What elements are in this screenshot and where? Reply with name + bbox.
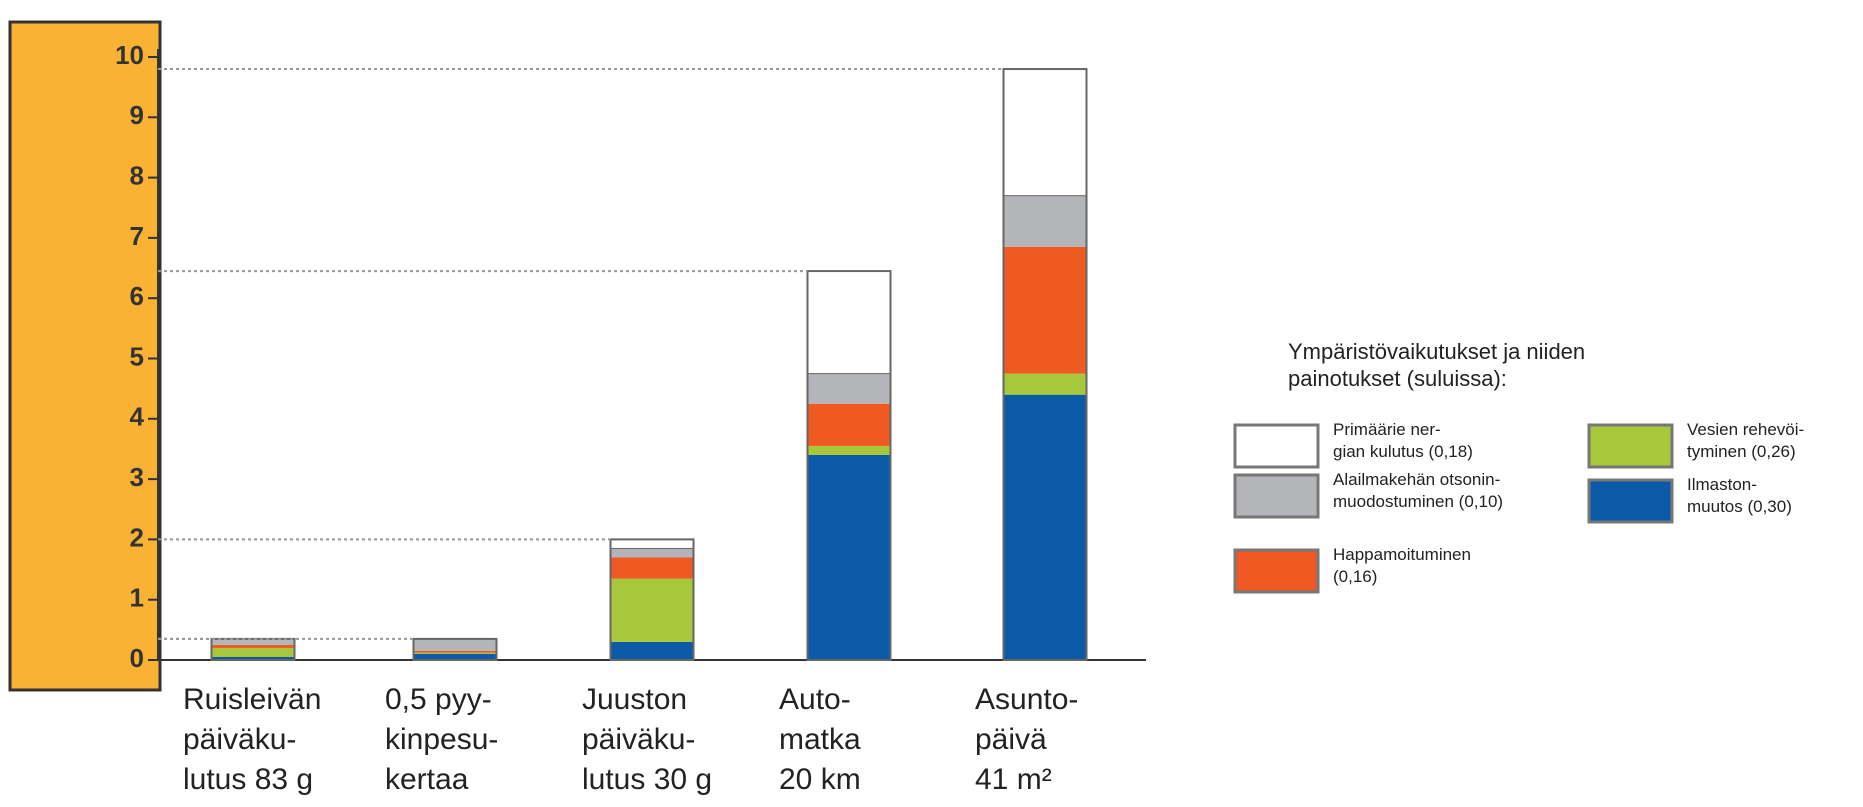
legend-label: Vesien rehevöi- tyminen (0,26) [1687, 420, 1805, 461]
bar-outline [210, 637, 296, 662]
y-tick-label: 2 [130, 522, 144, 552]
bar-segment [211, 638, 295, 645]
bar-outline [412, 637, 498, 662]
legend-swatch [1233, 473, 1320, 519]
x-tick-label: 0,5 pyy- kinpesu- kertaa [385, 683, 499, 796]
bar-segment [211, 647, 295, 657]
bar-segment [610, 641, 694, 660]
y-tick-label: 3 [130, 462, 144, 492]
y-tick-label: 1 [130, 583, 144, 613]
bar-segment [211, 644, 295, 648]
bar-segment [413, 638, 497, 651]
bar-segment [807, 373, 891, 404]
y-tick-label: 9 [130, 100, 144, 130]
legend-swatch [1587, 423, 1674, 469]
y-tick-label: 5 [130, 341, 144, 371]
legend-swatch [1233, 548, 1320, 594]
bar-segment [413, 650, 497, 653]
y-tick-label: 10 [115, 40, 144, 70]
legend-title: Ympäristövaikutukset ja niiden painotuks… [1288, 339, 1586, 391]
legend-label: Ilmaston- muutos (0,30) [1687, 475, 1792, 516]
bar-segment [610, 578, 694, 642]
legend-label: Happamoituminen (0,16) [1333, 545, 1471, 586]
bar-segment [1003, 373, 1087, 395]
bar-segment [1003, 195, 1087, 247]
y-tick-label: 4 [130, 402, 145, 432]
bar-segment [610, 548, 694, 558]
axis-panel [8, 20, 162, 692]
legend-label: Primäärie ner- gian kulutus (0,18) [1333, 420, 1473, 461]
bar-segment [413, 652, 497, 654]
legend-swatch [1587, 478, 1674, 524]
x-tick-label: Juuston päiväku- lutus 30 g [582, 683, 713, 796]
y-tick-label: 8 [130, 160, 144, 190]
x-tick-label: Asunto- päivä 41 m² [975, 683, 1079, 796]
x-tick-label: Auto- matka 20 km [779, 683, 861, 796]
bar-outline [609, 538, 695, 662]
x-tick-label: Ruisleivän päiväku- lutus 83 g [183, 683, 322, 796]
bar-outline [806, 270, 892, 661]
bar-segment [610, 538, 694, 549]
bar-segment [1003, 394, 1087, 660]
legend-label: Alailmakehän otsonin- muodostuminen (0,1… [1333, 470, 1504, 511]
y-tick-label: 6 [130, 281, 144, 311]
bar-segment [413, 653, 497, 660]
bar-segment [807, 270, 891, 375]
bar-segment [1003, 68, 1087, 197]
bar-segment [807, 454, 891, 660]
bar-outline [1002, 68, 1088, 661]
legend-swatch [1233, 423, 1320, 469]
y-tick-label: 0 [130, 643, 144, 673]
bar-segment [807, 403, 891, 446]
bar-segment [211, 656, 295, 660]
bar-segment [610, 557, 694, 579]
y-tick-label: 7 [130, 221, 144, 251]
bar-segment [1003, 246, 1087, 374]
bar-segment [807, 445, 891, 455]
